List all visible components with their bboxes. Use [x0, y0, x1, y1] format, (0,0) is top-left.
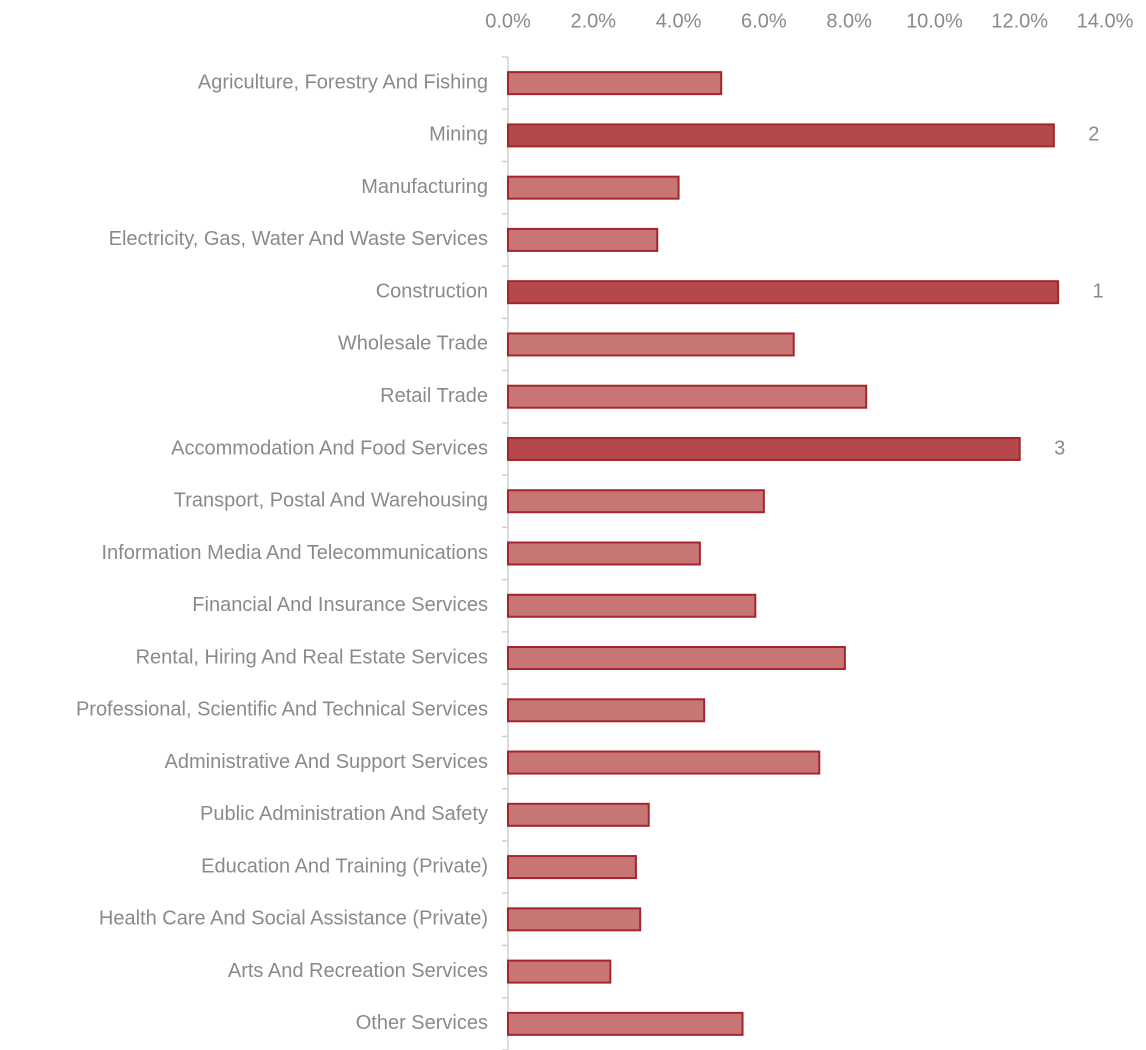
y-tick-label: Retail Trade [380, 385, 488, 407]
bar [507, 593, 757, 618]
rank-label: 1 [1093, 280, 1104, 302]
y-tick-label: Wholesale Trade [338, 333, 488, 355]
y-tick-label: Information Media And Telecommunications [101, 542, 488, 564]
y-tick-label: Accommodation And Food Services [171, 437, 488, 459]
bar [507, 907, 642, 932]
bar [507, 489, 765, 514]
y-tick-label: Transport, Postal And Warehousing [174, 490, 488, 512]
y-tick-label: Health Care And Social Assistance (Priva… [99, 908, 488, 930]
x-tick-label: 8.0% [826, 10, 872, 32]
rank-label: 3 [1054, 437, 1065, 459]
y-tick-label: Mining [429, 124, 488, 146]
y-tick-label: Education And Training (Private) [201, 855, 488, 877]
x-tick-label: 4.0% [656, 10, 702, 32]
y-tick-label: Arts And Recreation Services [228, 960, 488, 982]
x-tick-label: 2.0% [570, 10, 616, 32]
y-tick-label: Other Services [356, 1012, 488, 1034]
bar [507, 175, 680, 200]
y-tick-label: Rental, Hiring And Real Estate Services [136, 646, 488, 668]
y-tick-label: Electricity, Gas, Water And Waste Servic… [109, 228, 488, 250]
y-tick-label: Construction [376, 280, 488, 302]
bar [507, 959, 612, 984]
bar [507, 1011, 744, 1036]
y-tick-label: Professional, Scientific And Technical S… [76, 699, 488, 721]
bar [507, 280, 1060, 305]
x-tick-label: 14.0% [1077, 10, 1134, 32]
y-tick-label: Financial And Insurance Services [192, 594, 488, 616]
bar [507, 698, 706, 723]
rank-label: 2 [1088, 124, 1099, 146]
y-tick-label: Public Administration And Safety [200, 803, 488, 825]
bar [507, 436, 1021, 461]
bar [507, 71, 723, 96]
bar [507, 646, 846, 671]
y-tick-label: Administrative And Support Services [165, 751, 489, 773]
y-tick-label: Agriculture, Forestry And Fishing [198, 71, 488, 93]
bar [507, 750, 821, 775]
x-tick-label: 12.0% [991, 10, 1048, 32]
x-tick-label: 10.0% [906, 10, 963, 32]
bar [507, 332, 795, 357]
x-tick-label: 6.0% [741, 10, 787, 32]
y-tick-label: Manufacturing [361, 176, 488, 198]
bar [507, 802, 650, 827]
bar [507, 227, 659, 252]
bar [507, 123, 1055, 148]
bar [507, 384, 868, 409]
x-tick-label: 0.0% [485, 10, 531, 32]
bar [507, 855, 637, 880]
bar [507, 541, 701, 566]
